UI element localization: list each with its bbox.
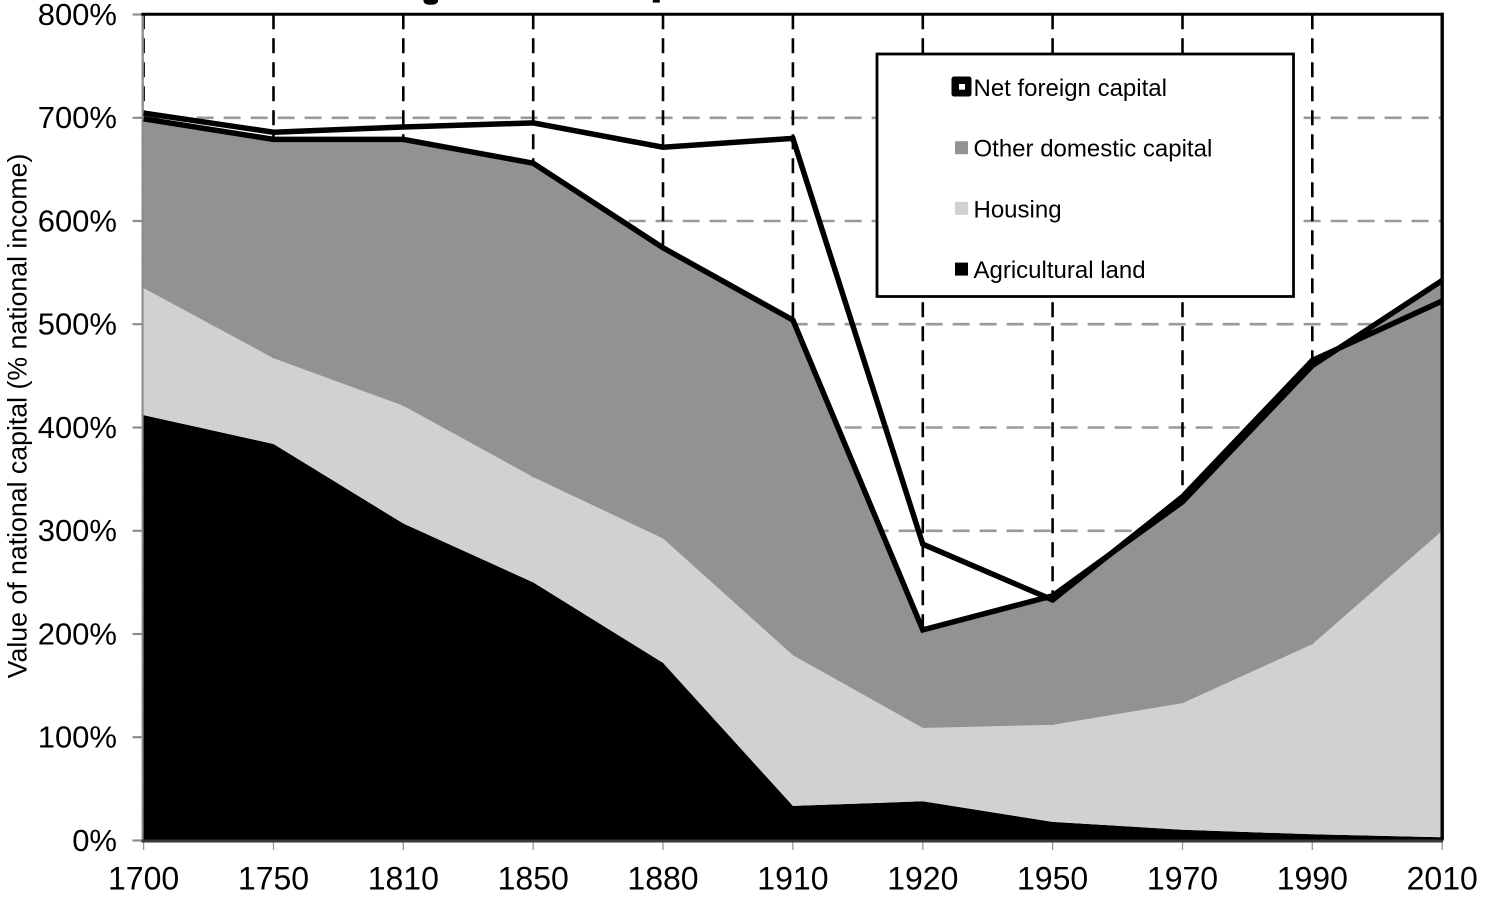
svg-text:500%: 500%: [38, 307, 117, 342]
svg-text:Other domestic capital: Other domestic capital: [974, 136, 1213, 163]
svg-text:100%: 100%: [38, 720, 117, 755]
svg-text:Housing: Housing: [974, 196, 1062, 223]
svg-text:1700: 1700: [108, 861, 179, 897]
svg-text:2010: 2010: [1407, 861, 1478, 897]
svg-text:800%: 800%: [38, 0, 117, 32]
svg-text:600%: 600%: [38, 203, 117, 238]
svg-text:0%: 0%: [72, 823, 117, 858]
svg-text:Agricultural land: Agricultural land: [974, 257, 1146, 284]
svg-text:1850: 1850: [498, 861, 569, 897]
svg-text:1970: 1970: [1147, 861, 1218, 897]
svg-text:1950: 1950: [1017, 861, 1088, 897]
svg-text:1880: 1880: [627, 861, 698, 897]
svg-text:1810: 1810: [368, 861, 439, 897]
svg-text:1990: 1990: [1277, 861, 1348, 897]
svg-text:700%: 700%: [38, 100, 117, 135]
svg-text:Net foreign capital: Net foreign capital: [974, 75, 1167, 102]
svg-text:400%: 400%: [38, 410, 117, 445]
svg-text:1910: 1910: [757, 861, 828, 897]
svg-text:Value of national capital (% n: Value of national capital (% national in…: [3, 154, 33, 679]
svg-text:300%: 300%: [38, 513, 117, 548]
svg-text:1750: 1750: [238, 861, 309, 897]
svg-text:200%: 200%: [38, 616, 117, 651]
svg-text:1920: 1920: [887, 861, 958, 897]
